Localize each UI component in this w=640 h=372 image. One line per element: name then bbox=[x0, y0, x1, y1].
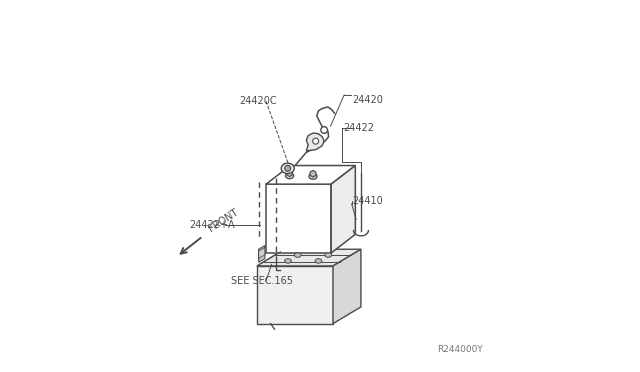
Text: 24422+A: 24422+A bbox=[189, 220, 235, 230]
Ellipse shape bbox=[294, 253, 301, 257]
Polygon shape bbox=[333, 249, 361, 324]
Ellipse shape bbox=[325, 253, 332, 257]
Polygon shape bbox=[259, 246, 265, 262]
Circle shape bbox=[312, 138, 319, 144]
Ellipse shape bbox=[285, 259, 291, 263]
Polygon shape bbox=[266, 166, 355, 184]
Text: SEE SEC.165: SEE SEC.165 bbox=[231, 276, 292, 286]
Polygon shape bbox=[257, 266, 333, 324]
Polygon shape bbox=[307, 133, 324, 151]
Polygon shape bbox=[257, 249, 361, 266]
Text: 24420C: 24420C bbox=[239, 96, 277, 106]
Polygon shape bbox=[331, 166, 355, 253]
Ellipse shape bbox=[285, 173, 294, 179]
Text: 24422: 24422 bbox=[343, 124, 374, 133]
Text: FRONT: FRONT bbox=[207, 207, 240, 234]
Ellipse shape bbox=[309, 173, 317, 179]
Bar bbox=[266, 184, 331, 253]
Text: 24410: 24410 bbox=[353, 196, 383, 206]
Ellipse shape bbox=[281, 163, 294, 173]
Circle shape bbox=[321, 126, 328, 134]
Text: R244000Y: R244000Y bbox=[437, 345, 483, 354]
Circle shape bbox=[285, 166, 291, 171]
Text: 24420: 24420 bbox=[352, 96, 383, 105]
Ellipse shape bbox=[315, 259, 322, 263]
